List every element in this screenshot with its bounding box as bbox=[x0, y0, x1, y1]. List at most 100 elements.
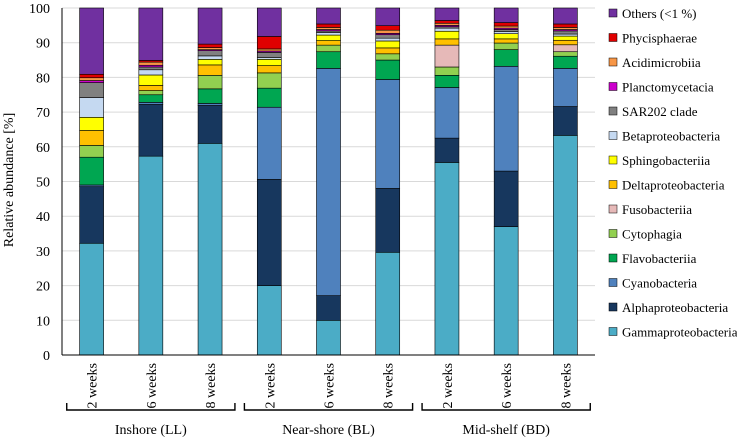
bar-segment-gammaproteobacteria bbox=[79, 242, 104, 356]
bar-segment-acidimicrobiia bbox=[553, 27, 578, 30]
bar-segment-alphaproteobacteria bbox=[553, 106, 578, 136]
y-tick-label: 100 bbox=[29, 2, 50, 17]
legend-swatch bbox=[608, 33, 618, 42]
group-bracket bbox=[243, 403, 414, 411]
group-label: Near-shore (BL) bbox=[282, 423, 375, 438]
legend-swatch bbox=[608, 106, 618, 116]
bar-segment-cytophagia bbox=[138, 90, 164, 96]
bar-segment-alphaproteobacteria bbox=[79, 186, 104, 244]
legend-swatch bbox=[608, 155, 618, 165]
bar-segment-cytophagia bbox=[375, 53, 401, 61]
bar-segment-flavobacteriia bbox=[79, 156, 104, 186]
bar-segment-gammaproteobacteria bbox=[256, 285, 282, 356]
bar-segment-betaproteobacteria bbox=[79, 97, 104, 118]
bar-segment-sphingobacteriia bbox=[316, 34, 341, 41]
bar-segment-sphingobacteriia bbox=[138, 74, 164, 86]
bar-segment-others-1 bbox=[553, 7, 578, 25]
legend-swatch bbox=[608, 278, 618, 287]
legend-swatch bbox=[608, 204, 618, 214]
bar-segment-acidimicrobiia bbox=[197, 47, 223, 50]
y-tick-label: 90 bbox=[36, 37, 50, 52]
bar-segment-sar202-clade bbox=[197, 50, 223, 57]
legend-label: Phycisphaerae bbox=[622, 31, 697, 46]
legend-swatch bbox=[608, 82, 618, 91]
bar-segment-phycisphaerae bbox=[316, 23, 341, 28]
bar-segment-sphingobacteriia bbox=[79, 117, 104, 131]
group-brackets: Inshore (LL) Near-shore (BL) Mid-shelf (BD… bbox=[66, 403, 591, 438]
legend-label: SAR202 clade bbox=[622, 104, 698, 119]
legend-swatch bbox=[608, 8, 618, 18]
bar-segment-sphingobacteriia bbox=[375, 40, 401, 49]
bar-segment-cytophagia bbox=[197, 75, 223, 90]
bar-segment-cytophagia bbox=[316, 44, 341, 53]
y-tick-labels: 0 10 20 30 40 50 60 70 80 90 100 bbox=[29, 2, 50, 364]
legend-swatch bbox=[608, 302, 618, 312]
bar-segment-sar202-clade bbox=[138, 66, 164, 71]
legend-label: Gammaproteobacteria bbox=[622, 325, 737, 340]
legend-label: Sphingobacteriia bbox=[622, 153, 710, 168]
bar-segment-cytophagia bbox=[553, 51, 578, 57]
bar-segment-others-1 bbox=[375, 7, 401, 26]
bar-segment-sar202-clade bbox=[256, 52, 282, 58]
bar-segment-betaproteobacteria bbox=[375, 37, 401, 42]
y-tick-label: 20 bbox=[36, 280, 50, 295]
bar-segment-others-1 bbox=[197, 7, 223, 45]
y-tick-label: 0 bbox=[43, 349, 50, 364]
bar-segment-flavobacteriia bbox=[493, 49, 519, 67]
bar-segment-gammaproteobacteria bbox=[493, 226, 519, 356]
bar-segment-betaproteobacteria bbox=[138, 69, 164, 76]
bar-segment-alphaproteobacteria bbox=[256, 179, 282, 286]
bar-segment-flavobacteriia bbox=[138, 94, 164, 103]
bar-segment-cyanobacteria bbox=[493, 65, 519, 172]
bar-segment-cyanobacteria bbox=[375, 79, 401, 189]
bars bbox=[79, 7, 578, 356]
bar-segment-others-1 bbox=[256, 7, 282, 37]
bar-segment-gammaproteobacteria bbox=[553, 135, 578, 356]
legend-label: Others (<1 %) bbox=[622, 6, 696, 21]
bar-segment-gammaproteobacteria bbox=[197, 143, 223, 356]
x-tick-label: 8 weeks bbox=[204, 363, 219, 409]
bar-segment-deltaproteobacteria bbox=[197, 64, 223, 76]
legend-label: Acidimicrobiia bbox=[622, 55, 701, 70]
x-tick-label: 6 weeks bbox=[500, 363, 515, 409]
bar-segment-cytophagia bbox=[493, 42, 519, 50]
bar-segment-betaproteobacteria bbox=[197, 55, 223, 60]
bar-segment-phycisphaerae bbox=[197, 43, 223, 48]
x-tick-label: 6 weeks bbox=[323, 363, 338, 409]
group-bracket bbox=[66, 403, 236, 411]
bar-segment-deltaproteobacteria bbox=[375, 47, 401, 55]
bar-segment-acidimicrobiia bbox=[256, 48, 282, 52]
group-label: Inshore (LL) bbox=[115, 423, 187, 438]
bar-segment-betaproteobacteria bbox=[493, 31, 519, 34]
bar-segment-flavobacteriia bbox=[434, 75, 460, 88]
bar-segment-sphingobacteriia bbox=[197, 59, 223, 66]
bar-segment-others-1 bbox=[493, 7, 519, 23]
bar-segment-betaproteobacteria bbox=[434, 27, 460, 32]
bar-segment-cyanobacteria bbox=[197, 103, 223, 106]
bar-segment-flavobacteriia bbox=[197, 88, 223, 104]
bar-segment-phycisphaerae bbox=[79, 73, 104, 79]
bar-segment-phycisphaerae bbox=[434, 20, 460, 24]
bar-segment-alphaproteobacteria bbox=[138, 104, 164, 157]
x-tick-label: 2 weeks bbox=[441, 363, 456, 409]
legend-swatch bbox=[608, 57, 618, 67]
bar-segment-gammaproteobacteria bbox=[138, 155, 164, 356]
bar-segment-deltaproteobacteria bbox=[434, 38, 460, 46]
bar-segment-alphaproteobacteria bbox=[434, 137, 460, 163]
bar-segment-fusobacteriia bbox=[553, 44, 578, 53]
bar-segment-flavobacteriia bbox=[316, 51, 341, 69]
bar-segment-acidimicrobiia bbox=[434, 22, 460, 26]
y-axis-label: Relative abundance [%] bbox=[2, 113, 17, 248]
y-tick-label: 60 bbox=[36, 141, 50, 156]
bar-segment-gammaproteobacteria bbox=[316, 319, 341, 356]
y-tick-label: 50 bbox=[36, 176, 50, 191]
bar-segment-alphaproteobacteria bbox=[316, 295, 341, 321]
bar-segment-others-1 bbox=[138, 7, 164, 61]
bar-segment-cytophagia bbox=[434, 66, 460, 76]
bar-segment-sar202-clade bbox=[79, 82, 104, 98]
bar-segment-deltaproteobacteria bbox=[553, 39, 578, 46]
bar-segment-deltaproteobacteria bbox=[256, 65, 282, 74]
bar-segment-fusobacteriia bbox=[434, 44, 460, 68]
bar-segment-others-1 bbox=[316, 7, 341, 25]
bar-segment-others-1 bbox=[79, 7, 104, 75]
